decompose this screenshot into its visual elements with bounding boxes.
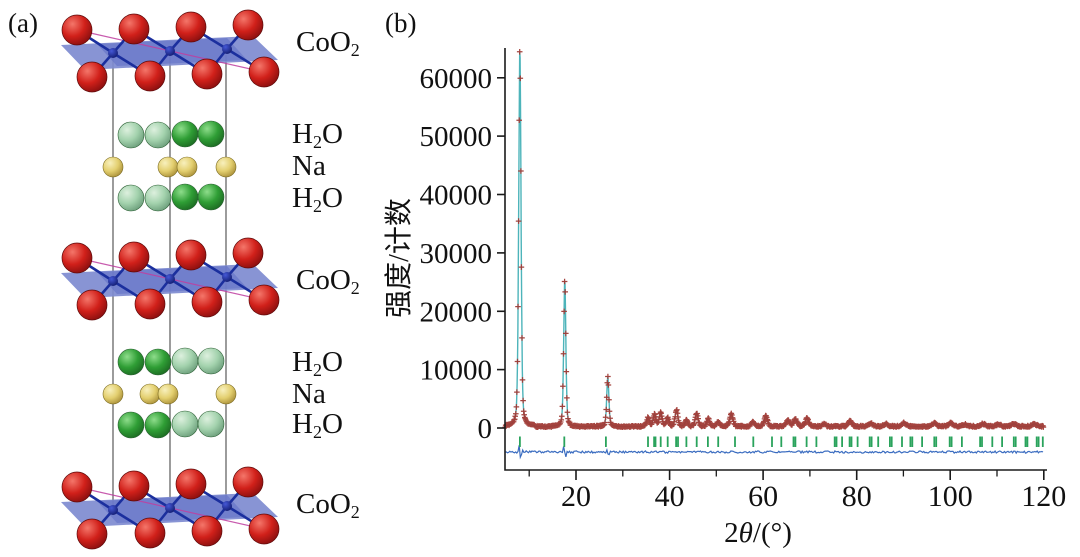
axis-frame (504, 48, 1047, 471)
x-tick-label: 20 (561, 480, 591, 513)
layer-label-h2o: H2O (292, 408, 343, 443)
panel-b-label: (b) (385, 8, 417, 38)
panel-a-label: (a) (8, 8, 38, 38)
water-layer (117, 183, 225, 212)
calculated-curve (504, 51, 1044, 428)
x-axis-title: 2θ/(°) (724, 517, 792, 549)
layer-label-na: Na (292, 378, 326, 410)
x-tick-label: 100 (928, 480, 973, 513)
y-tick-label: 20000 (420, 296, 493, 328)
x-tick-label: 80 (842, 480, 872, 513)
y-tick-label: 50000 (420, 121, 493, 153)
xrd-rietveld-plot: 0 10000 20000 30000 40000 50000 60000 20 40 60 80 1… (383, 48, 1066, 549)
sodium-layer (102, 383, 237, 405)
y-axis-title: 强度/计数 (383, 198, 415, 318)
layer-label-h2o: H2O (292, 118, 343, 153)
y-tick-label: 30000 (420, 238, 493, 270)
x-tick-label: 120 (1021, 480, 1066, 513)
layer-label-h2o: H2O (292, 346, 343, 381)
axis-ticks (497, 77, 1045, 480)
sodium-layer (102, 156, 237, 178)
water-layer (117, 347, 225, 376)
y-tick-label: 60000 (420, 63, 493, 95)
y-tick-label: 0 (478, 413, 493, 445)
layer-label-h2o: H2O (292, 182, 343, 217)
difference-curve (504, 445, 1044, 460)
water-layer (117, 410, 225, 439)
layer-label-na: Na (292, 150, 326, 182)
layer-label-coo2: CoO2 (296, 26, 360, 61)
y-tick-label: 10000 (420, 355, 493, 387)
x-tick-label: 60 (748, 480, 778, 513)
water-layer (117, 120, 225, 149)
layer-label-coo2: CoO2 (296, 264, 360, 299)
bragg-ticks (518, 436, 1044, 447)
crystal-structure-drawing (59, 8, 281, 551)
x-tick-label: 40 (655, 480, 685, 513)
y-tick-label: 40000 (420, 180, 493, 212)
layer-label-coo2: CoO2 (296, 488, 360, 523)
observed-markers (502, 49, 1047, 430)
